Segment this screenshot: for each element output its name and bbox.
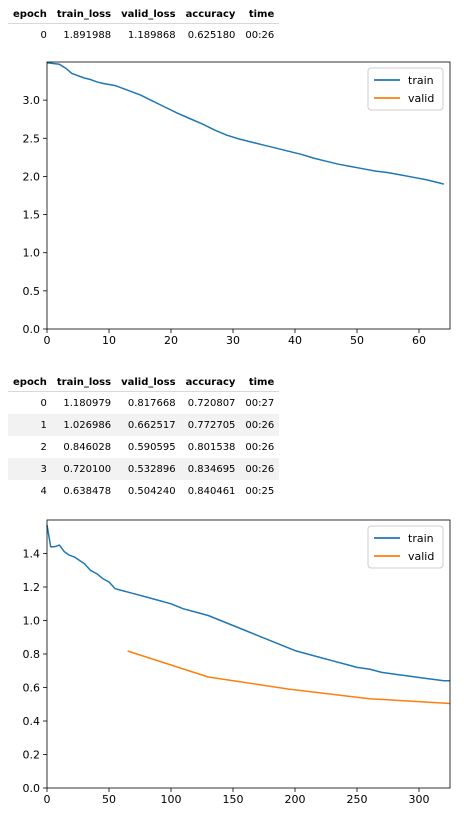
table-cell: 1 (8, 414, 52, 436)
table-cell: 0.662517 (116, 414, 181, 436)
column-header: epoch (8, 373, 52, 392)
table-cell: 0.625180 (187, 29, 236, 41)
x-tick-label: 30 (226, 334, 240, 347)
table-cell: 0.817668 (127, 397, 176, 409)
table-cell: 00:27 (245, 397, 275, 409)
series-line-train (46, 62, 444, 185)
legend-label-train: train (408, 74, 434, 87)
table-cell: 0.840461 (187, 485, 236, 497)
table-cell: 0 (40, 397, 47, 409)
table-cell: 00:26 (240, 458, 280, 480)
y-tick-label: 1.4 (23, 548, 41, 561)
y-tick-label: 0.8 (23, 648, 41, 661)
y-tick-label: 0.4 (23, 715, 41, 728)
chart-2: 0 50 100 150 200 250 300 0.0 0.2 0.4 0.6 0.8 1.0 1.2 1… (23, 519, 451, 806)
table-cell: 3 (8, 458, 52, 480)
y-tick-label: 1.5 (23, 209, 41, 222)
x-tick-label: 150 (223, 793, 244, 806)
table-cell: 0.590595 (127, 441, 176, 453)
table-cell: 0.532896 (116, 458, 181, 480)
x-tick-label: 20 (164, 334, 178, 347)
table-cell: 0.720100 (51, 458, 117, 480)
x-tick-label: 100 (161, 793, 182, 806)
y-tick-label: 2.5 (23, 132, 41, 145)
series-line-train (46, 524, 450, 682)
x-tick-label: 10 (102, 334, 116, 347)
column-header: time (240, 5, 280, 24)
table-cell: 0.720807 (187, 397, 236, 409)
legend-label-train: train (408, 532, 434, 545)
column-header: train_loss (51, 5, 117, 24)
results-table-1: epoch train_loss valid_loss accuracy tim… (8, 5, 280, 47)
x-tick-label: 250 (347, 793, 368, 806)
legend: train valid (367, 67, 444, 111)
column-header: epoch (8, 5, 52, 24)
table-row: 2 0.846028 0.590595 0.801538 00:26 (8, 436, 279, 458)
column-header: valid_loss (116, 373, 181, 392)
y-tick-label: 1.0 (23, 247, 41, 260)
table-cell: 00:25 (245, 485, 275, 497)
table-cell: 0.801538 (187, 441, 236, 453)
table-row: 0 1.180979 0.817668 0.720807 00:27 (8, 392, 279, 415)
table-cell: 1.026986 (51, 414, 117, 436)
table-cell: 1.891988 (63, 29, 112, 41)
y-tick-label: 1.2 (23, 581, 41, 594)
column-header: accuracy (180, 5, 241, 24)
x-tick-label: 40 (288, 334, 302, 347)
chart-1: 0 10 20 30 40 50 60 0.0 0.5 1.0 1.5 2.0 2.5 3.0 train v… (23, 61, 451, 347)
x-tick-label: 0 (44, 793, 51, 806)
legend-label-valid: valid (408, 550, 434, 563)
column-header: train_loss (51, 373, 117, 392)
y-tick-label: 0.2 (23, 749, 41, 762)
table-header-row: epoch train_loss valid_loss accuracy tim… (8, 5, 280, 24)
y-tick-label: 2.0 (23, 170, 41, 183)
table-cell: 0.846028 (63, 441, 112, 453)
x-tick-label: 0 (44, 334, 51, 347)
legend-label-valid: valid (408, 92, 434, 105)
table-cell: 00:26 (245, 441, 275, 453)
legend-box (367, 67, 444, 111)
column-header: accuracy (180, 373, 241, 392)
table-cell: 1.180979 (63, 397, 112, 409)
y-tick-label: 0.5 (23, 285, 41, 298)
table-cell: 2 (40, 441, 47, 453)
x-tick-label: 60 (412, 334, 426, 347)
table-header-row: epoch train_loss valid_loss accuracy tim… (8, 373, 280, 392)
y-tick-label: 3.0 (23, 94, 41, 107)
legend: train valid (367, 525, 444, 569)
y-tick-label: 0.0 (23, 782, 41, 795)
x-tick-label: 200 (285, 793, 306, 806)
plot-frame (46, 61, 451, 330)
table-cell: 1.189868 (127, 29, 176, 41)
table-row: 0 1.891988 1.189868 0.625180 00:26 (8, 24, 279, 47)
column-header: time (240, 373, 280, 392)
table-row: 4 0.638478 0.504240 0.840461 00:25 (8, 480, 279, 502)
x-tick-label: 300 (409, 793, 430, 806)
y-tick-label: 1.0 (23, 615, 41, 628)
column-header: valid_loss (116, 5, 181, 24)
table-cell: 0.504240 (127, 485, 176, 497)
table-cell: 0.638478 (63, 485, 112, 497)
table-cell: 00:26 (240, 414, 280, 436)
table-cell: 4 (40, 485, 47, 497)
results-table-2: epoch train_loss valid_loss accuracy tim… (8, 373, 280, 502)
table-cell: 0 (40, 29, 47, 41)
table-cell: 00:26 (245, 29, 275, 41)
table-cell: 0.834695 (180, 458, 241, 480)
x-tick-label: 50 (102, 793, 116, 806)
x-tick-label: 50 (350, 334, 364, 347)
y-tick-label: 0.0 (23, 323, 41, 336)
table-row: 3 0.720100 0.532896 0.834695 00:26 (8, 458, 280, 480)
table-cell: 0.772705 (180, 414, 241, 436)
table-row: 1 1.026986 0.662517 0.772705 00:26 (8, 414, 280, 436)
series-line-valid (127, 650, 451, 705)
legend-box (367, 525, 444, 569)
y-tick-label: 0.6 (23, 682, 41, 695)
